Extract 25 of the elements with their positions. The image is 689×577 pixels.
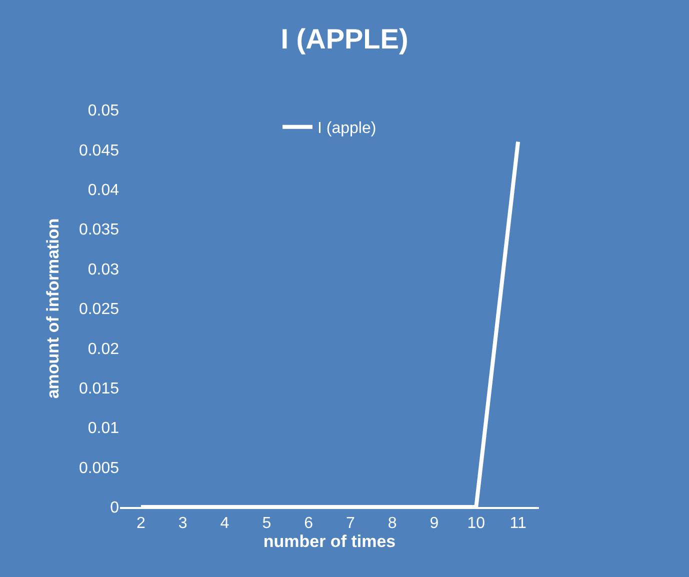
x-tick-label: 7 xyxy=(346,514,355,532)
x-tick-label: 6 xyxy=(304,514,314,532)
y-tick-label: 0.01 xyxy=(88,420,120,438)
y-tick-label: 0.04 xyxy=(88,182,120,199)
x-tick-label: 8 xyxy=(388,514,397,532)
y-tick-label: 0.025 xyxy=(78,301,120,318)
x-tick-label: 3 xyxy=(178,514,188,532)
y-tick-label: 0.045 xyxy=(78,142,120,160)
x-axis-title: number of times xyxy=(263,532,396,551)
x-tick-label: 10 xyxy=(467,514,486,532)
y-tick-label: 0.05 xyxy=(88,102,120,120)
y-axis-title: amount of information xyxy=(44,218,63,399)
x-tick-label: 11 xyxy=(510,514,526,532)
y-tick-label: 0.015 xyxy=(78,380,120,398)
y-tick-label: 0.035 xyxy=(78,222,120,239)
y-tick-label: 0.02 xyxy=(88,340,120,358)
x-tick-label: 9 xyxy=(430,514,439,532)
x-tick-label: 5 xyxy=(262,514,272,532)
y-tick-label: 0 xyxy=(110,500,120,517)
x-tick-label: 4 xyxy=(220,514,230,532)
y-tick-label: 0.005 xyxy=(78,460,120,477)
x-tick-label: 2 xyxy=(136,514,146,532)
chart-title: I (APPLE) xyxy=(280,23,408,54)
y-tick-label: 0.03 xyxy=(88,261,120,278)
legend-label: I (apple) xyxy=(318,120,376,138)
